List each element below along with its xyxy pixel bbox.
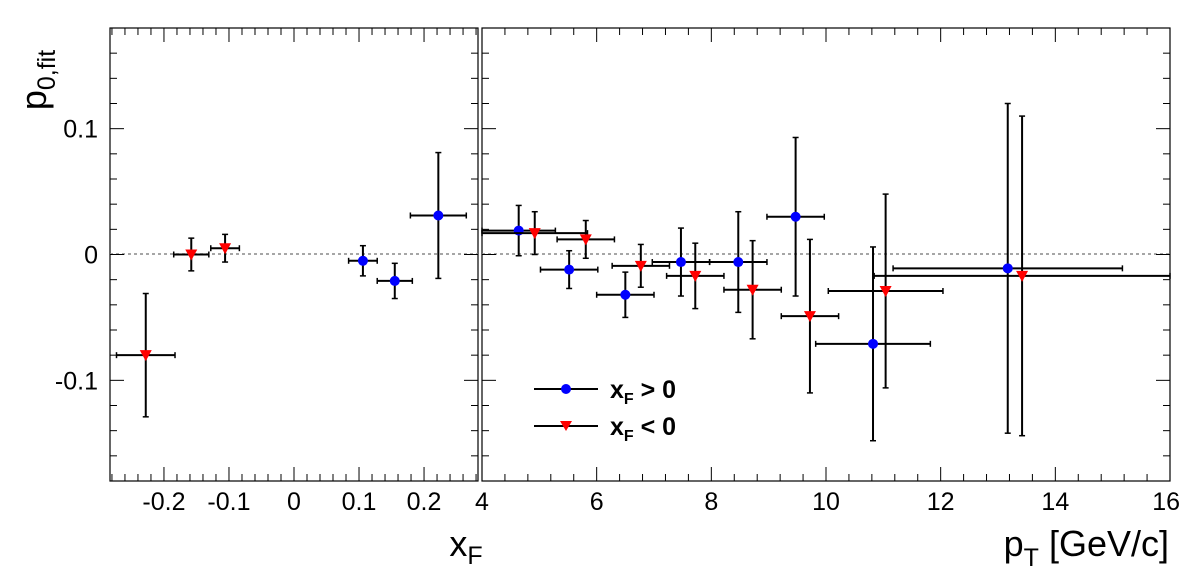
y-axis-title-sub: 0,fit	[33, 50, 61, 90]
left-axis-ticks: -0.1 0 0.1 -0.2 -0.1 0 0.1 0.2	[55, 27, 478, 516]
data-point-xf-positive	[651, 227, 711, 297]
marker-triangle	[579, 234, 592, 246]
marker-circle	[675, 257, 686, 268]
legend-entry-xf-positive: xF > 0	[534, 376, 676, 408]
y-axis-title: p0,fit	[13, 50, 61, 110]
marker-circle	[389, 275, 400, 286]
marker-triangle	[634, 260, 647, 272]
legend-marker-circle	[561, 384, 571, 394]
x-axis-title-pt: pT [GeV/c]	[1004, 523, 1169, 572]
x-tick-label: 8	[704, 488, 718, 516]
marker-triangle	[1016, 270, 1029, 282]
data-point-xf-positive	[539, 249, 599, 290]
x-axis-title-pt-sub: T	[1024, 544, 1039, 572]
legend-marker-triangle	[560, 421, 572, 431]
marker-triangle	[185, 249, 198, 261]
x-tick-label: 12	[927, 488, 955, 516]
data-point-xf-negative	[780, 238, 840, 394]
legend-label-xf-negative: xF < 0	[610, 413, 676, 445]
marker-circle	[733, 257, 744, 268]
data-point-xf-positive	[814, 246, 932, 442]
data-point-xf-positive	[892, 102, 1124, 434]
legend-entry-xf-negative: xF < 0	[534, 413, 676, 445]
x-axis-title-xf-sub: F	[467, 542, 482, 570]
x-tick-label: 10	[812, 488, 840, 516]
data-point-xf-positive	[595, 271, 655, 319]
x-tick-label: 0.2	[407, 488, 442, 516]
marker-circle	[1002, 263, 1013, 274]
data-point-xf-positive	[376, 262, 414, 300]
marker-triangle	[879, 285, 892, 297]
left-panel-xf: -0.1 0 0.1 -0.2 -0.1 0 0.1 0.2 xF	[55, 27, 483, 570]
x-tick-label: 16	[1152, 488, 1180, 516]
x-tick-label: 6	[590, 488, 604, 516]
x-axis-title-pt-main: p	[1004, 523, 1024, 564]
data-point-xf-negative	[172, 237, 210, 272]
marker-triangle	[689, 270, 702, 282]
data-point-xf-negative	[115, 292, 176, 418]
data-point-xf-negative	[723, 239, 783, 340]
x-tick-label: 14	[1041, 488, 1069, 516]
legend-label-xf-positive: xF > 0	[610, 376, 676, 408]
x-tick-label: 0.1	[342, 488, 377, 516]
marker-triangle	[219, 243, 232, 255]
marker-circle	[620, 289, 631, 300]
data-point-xf-positive	[347, 244, 378, 277]
x-tick-label: -0.2	[142, 488, 185, 516]
data-point-xf-negative	[827, 193, 944, 389]
right-axis-ticks: 4 6 8 10 12 14 16	[475, 27, 1180, 516]
left-data-marks	[115, 151, 468, 418]
x-tick-label: 4	[475, 488, 489, 516]
data-point-xf-positive	[708, 210, 768, 314]
marker-circle	[564, 264, 575, 275]
marker-circle	[357, 255, 368, 266]
x-axis-title-xf: xF	[449, 523, 482, 570]
marker-triangle	[746, 284, 759, 296]
y-axis-title-main: p	[13, 90, 54, 110]
data-point-xf-negative	[665, 242, 725, 310]
marker-circle	[790, 211, 801, 222]
x-tick-label: 0	[287, 488, 301, 516]
data-point-xf-negative	[210, 233, 241, 263]
data-point-xf-negative	[873, 115, 1171, 437]
right-data-marks	[481, 102, 1171, 442]
data-point-xf-negative	[481, 210, 589, 256]
data-point-xf-positive	[766, 136, 826, 297]
marker-triangle	[528, 228, 541, 240]
legend: xF > 0 xF < 0	[534, 376, 676, 445]
marker-circle	[868, 338, 879, 349]
data-point-xf-negative	[556, 219, 616, 260]
data-point-xf-positive	[409, 151, 468, 280]
x-axis-title-xf-main: x	[449, 523, 467, 564]
y-tick-label: -0.1	[55, 367, 98, 395]
x-axis-title-pt-rest: [GeV/c]	[1039, 523, 1169, 564]
x-tick-label: -0.1	[207, 488, 250, 516]
marker-triangle	[803, 311, 816, 323]
y-tick-label: 0.1	[63, 116, 98, 144]
right-panel-pt: 4 6 8 10 12 14 16 pT [GeV/c] xF > 0 xF < 0	[475, 27, 1180, 572]
marker-circle	[433, 210, 444, 221]
marker-triangle	[139, 350, 152, 362]
data-point-xf-negative	[611, 243, 671, 288]
y-tick-label: 0	[84, 242, 98, 270]
